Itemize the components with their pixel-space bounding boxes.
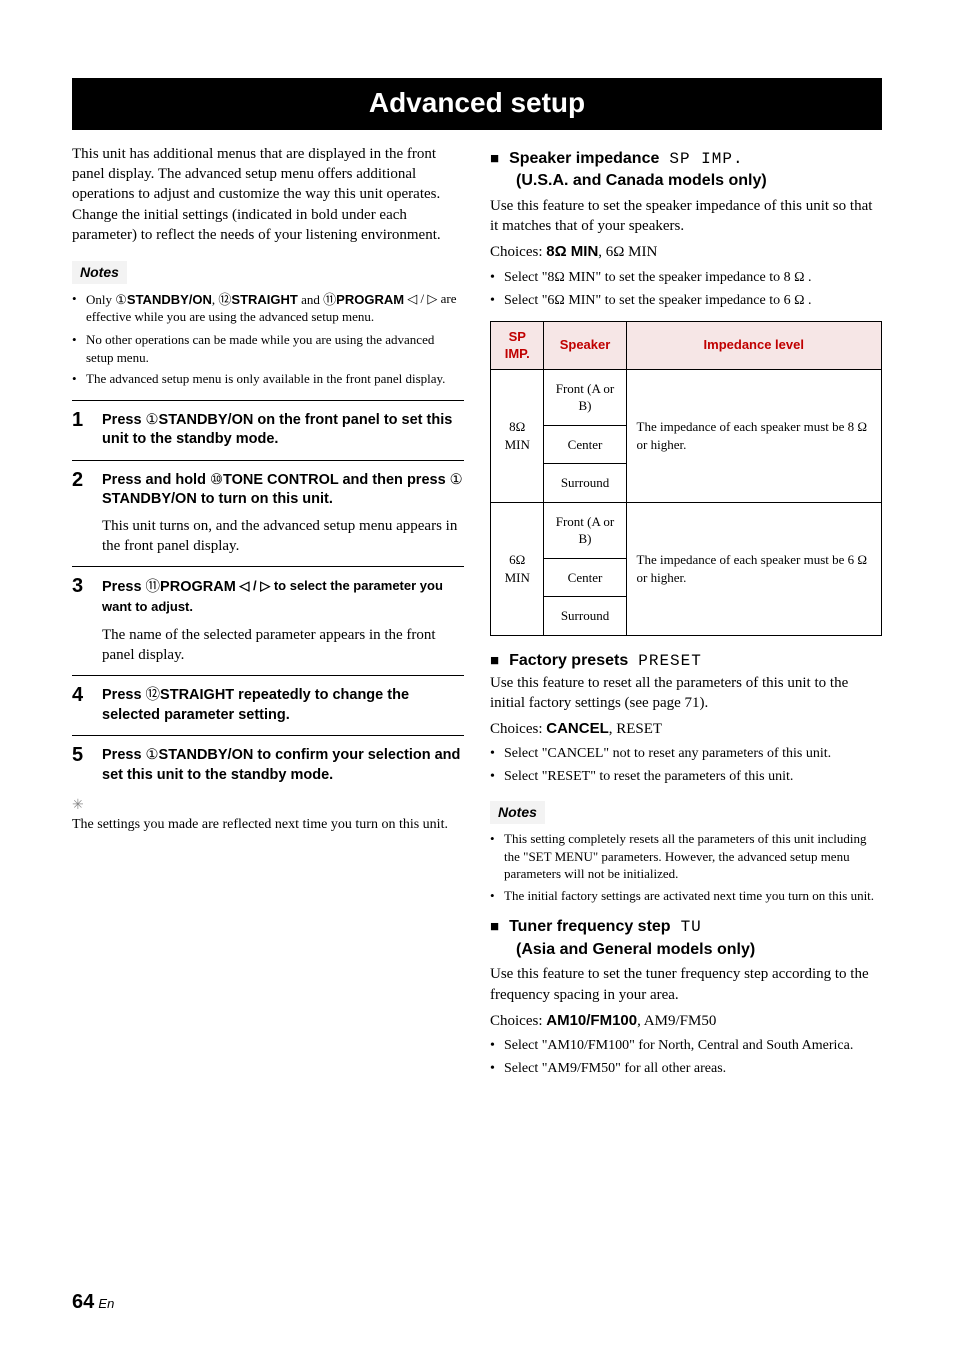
left-column: This unit has additional menus that are …: [72, 144, 464, 1083]
table-header: Speaker: [544, 321, 626, 369]
tip-text: The settings you made are reflected next…: [72, 816, 464, 835]
note-item: The advanced setup menu is only availabl…: [72, 370, 464, 388]
step-item: 4 Press ⑫STRAIGHT repeatedly to change t…: [72, 675, 464, 735]
steps-list: 1 Press ①STANDBY/ON on the front panel t…: [72, 400, 464, 796]
list-item: Select "8Ω MIN" to set the speaker imped…: [490, 269, 882, 288]
right-column: ■ Speaker impedance SP IMP. (U.S.A. and …: [490, 144, 882, 1083]
factory-choices: Choices: CANCEL, RESET: [490, 719, 882, 739]
square-bullet-icon: ■: [490, 651, 499, 671]
square-bullet-icon: ■: [490, 149, 499, 169]
impedance-table: SP IMP. Speaker Impedance level 8Ω MIN F…: [490, 321, 882, 636]
table-header: SP IMP.: [491, 321, 544, 369]
square-bullet-icon: ■: [490, 917, 499, 937]
table-header: Impedance level: [626, 321, 881, 369]
tuner-heading: ■ Tuner frequency step TU: [490, 916, 882, 939]
page-title: Advanced setup: [72, 78, 882, 130]
speaker-bullets: Select "8Ω MIN" to set the speaker imped…: [490, 269, 882, 311]
note-item: The initial factory settings are activat…: [490, 887, 882, 905]
factory-bullets: Select "CANCEL" not to reset any paramet…: [490, 745, 882, 787]
factory-notes: This setting completely resets all the p…: [490, 830, 882, 904]
note-item: No other operations can be made while yo…: [72, 331, 464, 366]
note-item: Only ①STANDBY/ON, ⑫STRAIGHT and ⑪PROGRAM…: [72, 290, 464, 327]
list-item: Select "CANCEL" not to reset any paramet…: [490, 745, 882, 764]
list-item: Select "6Ω MIN" to set the speaker imped…: [490, 292, 882, 311]
step-item: 3 Press ⑪PROGRAM ◁ / ▷ to select the par…: [72, 566, 464, 675]
tuner-desc: Use this feature to set the tuner freque…: [490, 964, 882, 1005]
table-row: 8Ω MIN Front (A or B) The impedance of e…: [491, 369, 882, 425]
step-item: 2 Press and hold ⑩TONE CONTROL and then …: [72, 460, 464, 567]
list-item: Select "AM10/FM100" for North, Central a…: [490, 1037, 882, 1056]
list-item: Select "AM9/FM50" for all other areas.: [490, 1060, 882, 1079]
step-item: 1 Press ①STANDBY/ON on the front panel t…: [72, 400, 464, 460]
note-item: This setting completely resets all the p…: [490, 830, 882, 883]
speaker-heading: ■ Speaker impedance SP IMP.: [490, 148, 882, 171]
tip-icon: [72, 795, 464, 816]
speaker-choices: Choices: 8Ω MIN, 6Ω MIN: [490, 242, 882, 262]
tuner-choices: Choices: AM10/FM100, AM9/FM50: [490, 1011, 882, 1031]
tuner-bullets: Select "AM10/FM100" for North, Central a…: [490, 1037, 882, 1079]
table-row: 6Ω MIN Front (A or B) The impedance of e…: [491, 502, 882, 558]
notes-heading: Notes: [490, 801, 545, 824]
left-notes-list: Only ①STANDBY/ON, ⑫STRAIGHT and ⑪PROGRAM…: [72, 290, 464, 388]
speaker-subheading: (U.S.A. and Canada models only): [516, 170, 882, 192]
notes-heading: Notes: [72, 261, 127, 284]
factory-heading: ■ Factory presets PRESET: [490, 650, 882, 673]
step-item: 5 Press ①STANDBY/ON to confirm your sele…: [72, 735, 464, 795]
intro-text: This unit has additional menus that are …: [72, 144, 464, 245]
factory-desc: Use this feature to reset all the parame…: [490, 673, 882, 714]
tuner-subheading: (Asia and General models only): [516, 939, 882, 961]
list-item: Select "RESET" to reset the parameters o…: [490, 768, 882, 787]
speaker-desc: Use this feature to set the speaker impe…: [490, 196, 882, 237]
content-columns: This unit has additional menus that are …: [72, 144, 882, 1083]
page-number: 64 En: [72, 1289, 114, 1316]
